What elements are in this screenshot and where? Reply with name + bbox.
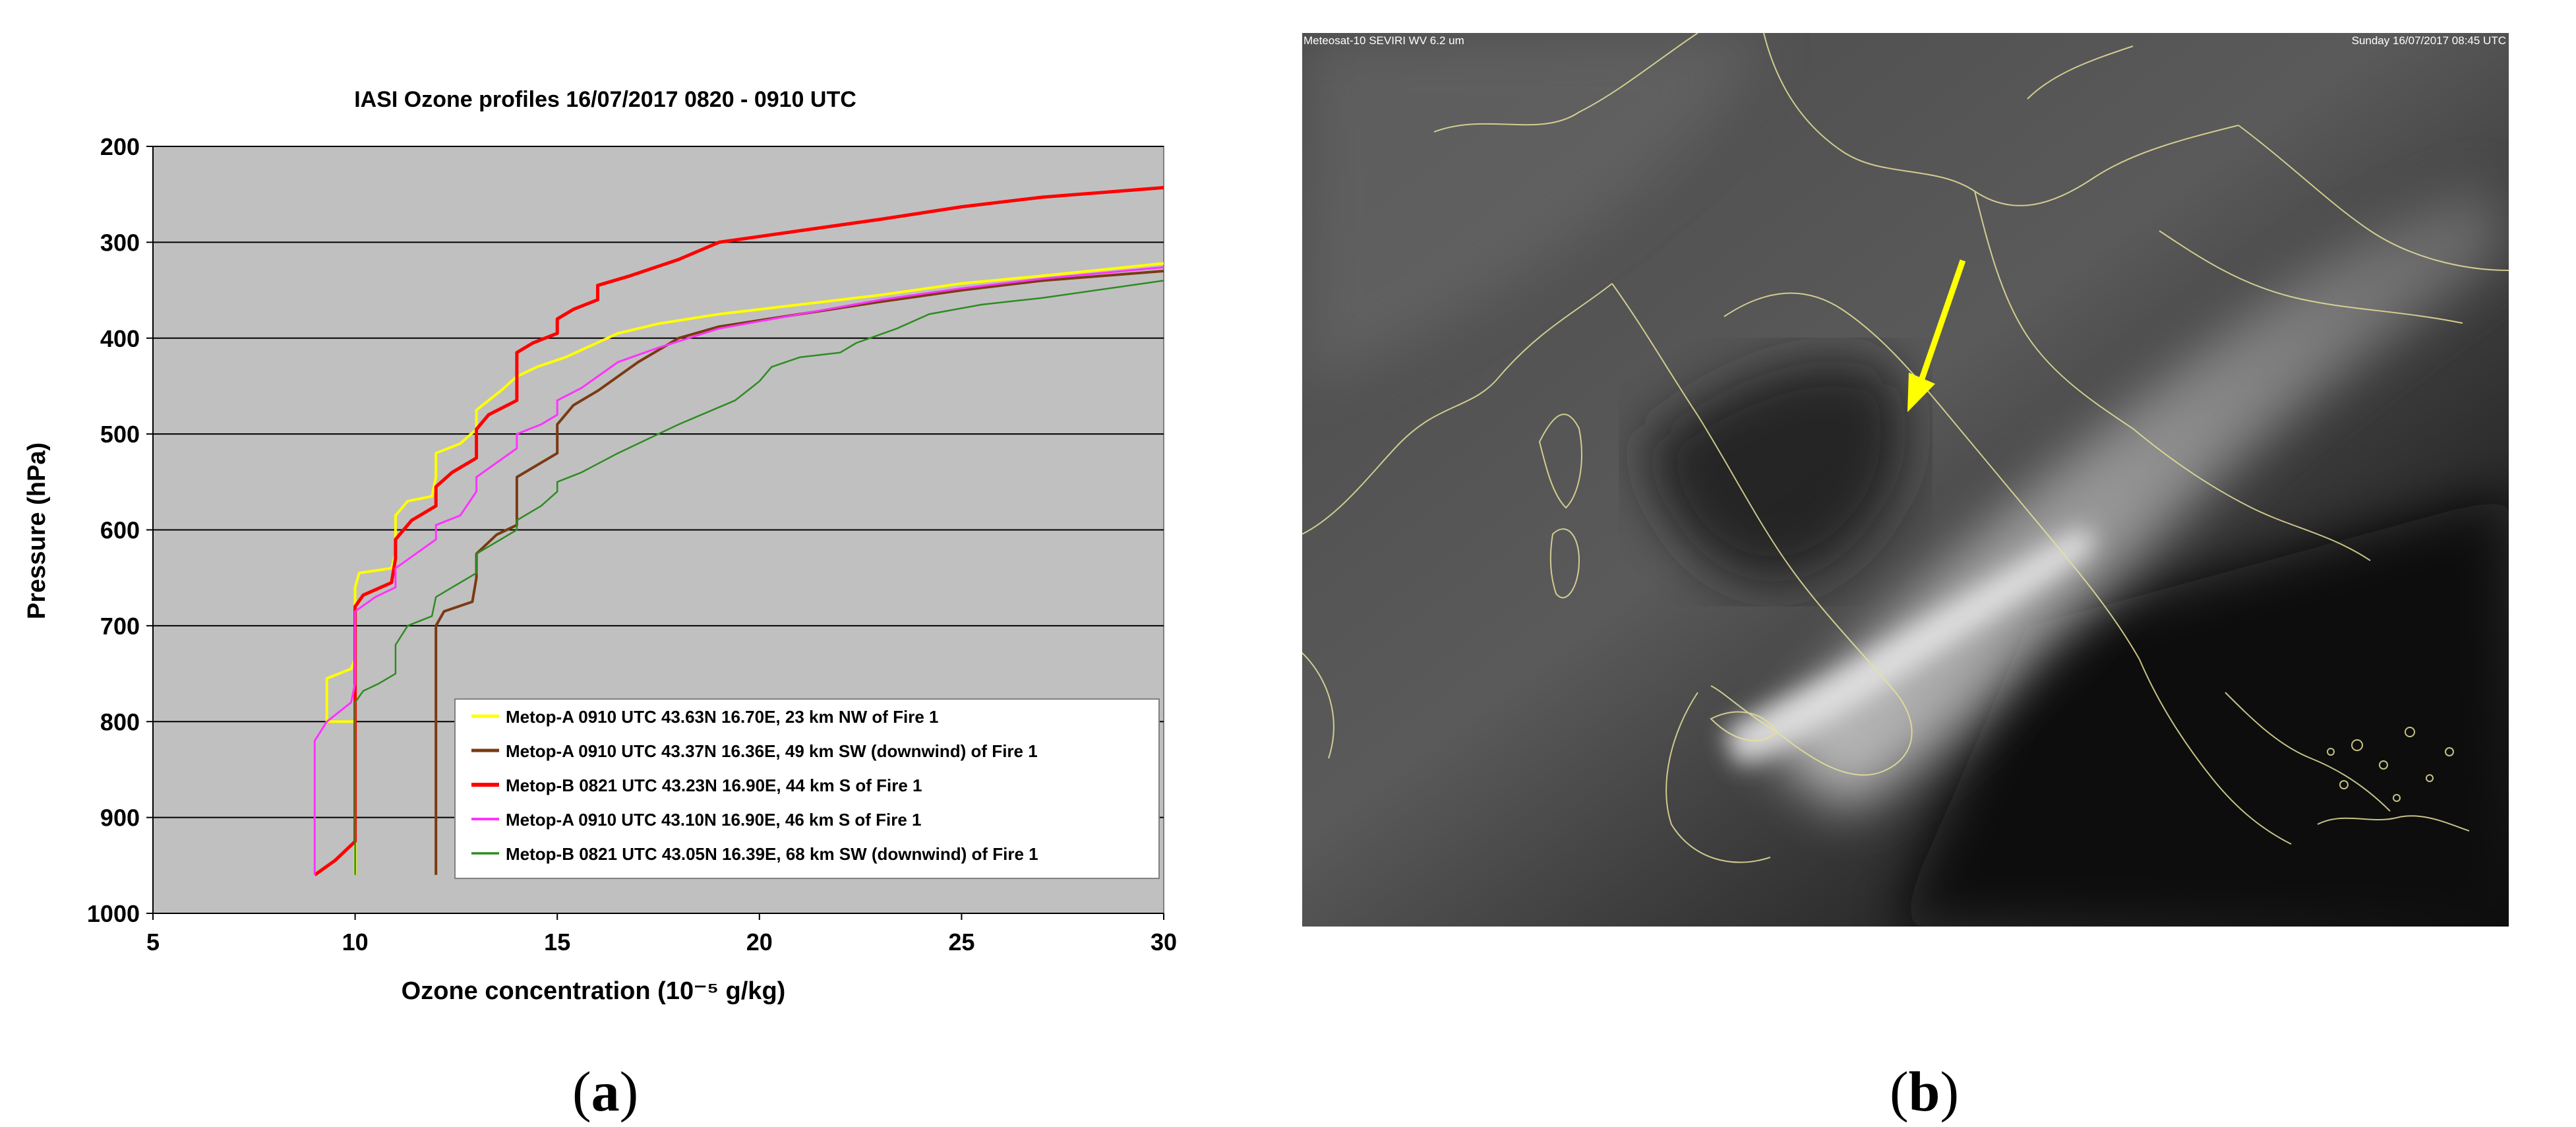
satellite-image: Meteosat-10 SEVIRI WV 6.2 um Sunday 16/0… <box>1302 33 2509 927</box>
arrow-head <box>1907 373 1935 412</box>
aegean-islands <box>2327 727 2454 802</box>
light-northwest-zone <box>1302 33 1764 389</box>
y-tick-label: 300 <box>100 229 140 256</box>
y-tick-label: 1000 <box>87 900 140 927</box>
panel-a-letter: a <box>591 1060 620 1123</box>
legend-label-5: Metop-B 0821 UTC 43.05N 16.39E, 68 km SW… <box>506 844 1038 864</box>
y-axis-label: Pressure (hPa) <box>23 442 51 619</box>
panel-a-caption: (a) <box>572 1060 639 1123</box>
x-tick-label: 5 <box>146 929 160 956</box>
legend-label-1: Metop-A 0910 UTC 43.63N 16.70E, 23 km NW… <box>506 707 939 727</box>
fire-location-arrow <box>1907 259 1966 412</box>
dark-dry-zone <box>1645 360 1907 584</box>
bright-plume <box>1724 530 2095 765</box>
satellite-scene <box>1302 33 2509 927</box>
data-series <box>313 186 1164 876</box>
series-line-4 <box>313 266 1164 875</box>
chart-legend: Metop-A 0910 UTC 43.63N 16.70E, 23 km NW… <box>454 698 1160 879</box>
x-tick-label: 10 <box>342 929 369 956</box>
series-line-3 <box>313 186 1164 876</box>
y-tick-label: 200 <box>100 133 140 160</box>
series-line-5 <box>354 280 1164 875</box>
panel-b-letter: b <box>1908 1060 1940 1123</box>
x-tick-label: 30 <box>1151 929 1177 956</box>
moist-band <box>1764 185 2509 811</box>
legend-label-3: Metop-B 0821 UTC 43.23N 16.90E, 44 km S … <box>506 776 922 795</box>
satellite-header-right: Sunday 16/07/2017 08:45 UTC <box>2351 34 2506 47</box>
legend-label-2: Metop-A 0910 UTC 43.37N 16.36E, 49 km SW… <box>506 741 1038 761</box>
y-tick-label: 400 <box>100 325 140 352</box>
arrow-shaft <box>1917 259 1966 384</box>
satellite-header-left: Meteosat-10 SEVIRI WV 6.2 um <box>1303 34 1464 47</box>
coastlines-and-borders <box>1302 33 2509 863</box>
y-tick-label: 900 <box>100 805 140 832</box>
ozone-profile-chart: IASI Ozone profiles 16/07/2017 0820 - 09… <box>23 87 1177 1005</box>
y-tick-label: 800 <box>100 708 140 735</box>
x-tick-label: 15 <box>544 929 570 956</box>
legend-box <box>454 698 1160 879</box>
x-tick-label: 20 <box>746 929 773 956</box>
y-tick-label: 500 <box>100 421 140 448</box>
x-tick-label: 25 <box>948 929 974 956</box>
y-tick-label: 600 <box>100 517 140 544</box>
chart-title: IASI Ozone profiles 16/07/2017 0820 - 09… <box>354 87 856 112</box>
panel-b-caption: (b) <box>1890 1060 1960 1123</box>
x-axis-label: Ozone concentration (10⁻⁵ g/kg) <box>402 977 786 1005</box>
legend-label-4: Metop-A 0910 UTC 43.10N 16.90E, 46 km S … <box>506 810 922 830</box>
y-tick-label: 700 <box>100 613 140 640</box>
